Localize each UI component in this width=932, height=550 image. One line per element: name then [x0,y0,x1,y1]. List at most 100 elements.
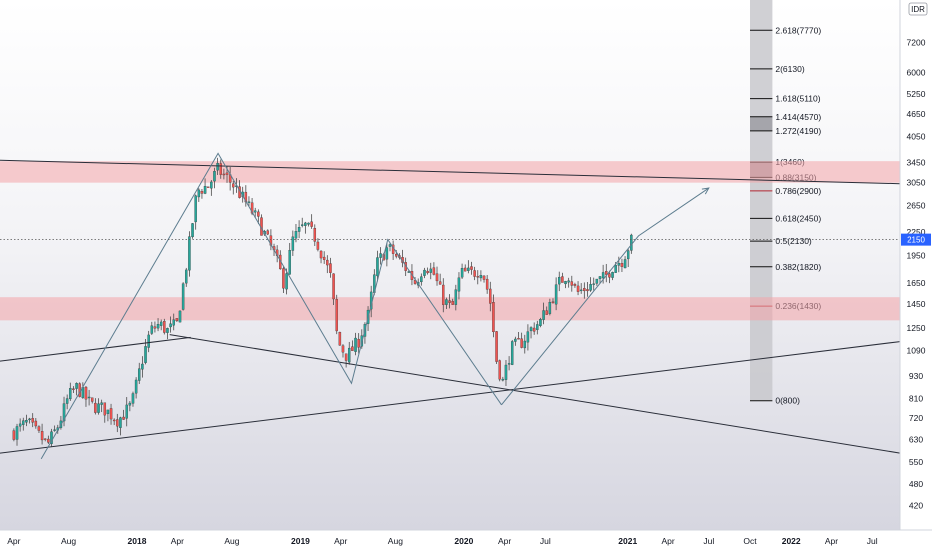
candle-body [470,266,473,270]
candle-body [438,281,442,285]
candle-body [379,253,382,258]
candle-body [257,211,260,217]
candle-body [69,388,72,400]
candle-body [210,181,213,189]
candle-body [72,388,75,390]
trendline[interactable] [0,159,901,185]
price-tick-label: 1950 [907,251,926,261]
candle-body [620,263,624,267]
fib-background[interactable] [750,0,773,401]
candle-body [97,403,100,413]
price-tick-label: 720 [909,413,923,423]
candle-body [62,403,66,422]
fib-level-label: 1.272(4190) [775,126,821,136]
trendline[interactable] [169,334,901,454]
fib-band-1414-1272 [750,116,773,131]
candle-body [495,331,498,362]
price-axis[interactable]: IDR 420 480 550 630 720 810 930 1090 1250 1450 1650… [899,0,932,550]
time-tick-label: 2020 [454,536,473,546]
last-price-tag[interactable] [901,233,931,246]
candle-body [338,332,342,346]
candle-body [542,310,545,320]
price-tick-label: 480 [909,479,923,489]
candle-body [150,325,154,334]
candle-body [467,267,470,271]
candle-body [583,288,586,292]
candle-body [22,420,25,425]
fib-level-label: 2(6130) [775,64,804,74]
candle-body [213,171,216,182]
candle-body [463,267,467,272]
trendline[interactable] [0,341,901,454]
candle-body [423,269,426,276]
candle-body [100,402,103,405]
candle-body [304,222,307,226]
candle-body [341,345,345,353]
time-tick-label: Aug [61,536,76,546]
candle-body [479,275,483,279]
candle-body [451,301,454,305]
candle-body [253,210,257,213]
candle-body [385,247,389,260]
candle-body [282,268,285,289]
candle-body [112,419,116,422]
time-tick-label: Jul [540,536,551,546]
fib-level-label: 0.618(2450) [775,213,821,223]
candle-body [159,321,163,326]
candle-body [532,327,536,332]
candle-body [188,236,191,271]
candle-body [570,281,574,286]
fib-level-label: 0.382(1820) [775,262,821,272]
candle-body [429,268,432,273]
candles [12,157,633,447]
price-tick-label: 1650 [907,278,926,288]
candle-body [586,289,589,292]
fib-level-label: 2.618(7770) [775,25,821,35]
candle-body [561,276,564,283]
price-tick-label: 3450 [907,158,926,168]
candle-body [288,250,291,275]
candle-body [307,222,310,225]
projection-arrow[interactable] [501,187,710,406]
candle-body [28,418,31,421]
candle-body [448,300,451,303]
candle-body [116,419,119,427]
candle-body [65,398,69,404]
time-axis[interactable]: Apr Aug 2018 Apr Aug 2019 Apr Aug 2020 Apr Jul 2021… [0,529,932,550]
price-tick-label: 550 [909,457,923,467]
candle-body [420,276,423,283]
price-tick-label: 1250 [907,323,926,333]
last-price-label: 2150 [907,236,925,245]
zigzag-pattern[interactable] [40,152,502,460]
trendline[interactable] [0,336,191,362]
candle-body [473,270,476,277]
candle-body [225,172,229,175]
currency-badge[interactable] [908,2,928,16]
drawings[interactable] [0,152,901,460]
time-tick-label: Oct [743,536,757,546]
candle-body [460,268,464,278]
price-tick-label: 930 [909,371,923,381]
candle-body [53,429,56,431]
candle-body [589,284,592,291]
candle-body [313,227,317,242]
candle-body [322,256,326,260]
price-tick-label: 2250 [907,227,926,237]
candle-body [138,368,141,381]
resistance-zone[interactable] [0,297,900,321]
candle-body [34,420,38,427]
candle-body [181,283,185,310]
time-tick-label: 2022 [782,536,801,546]
candle-body [539,319,542,326]
candle-body [200,191,204,194]
candle-body [297,227,301,232]
candle-body [40,431,44,441]
candle-body [106,409,110,414]
fib-level-label: 0(800) [775,396,800,406]
candle-body [144,346,147,363]
candle-body [601,272,605,279]
candle-body [310,221,313,227]
time-tick-label: 2018 [128,536,147,546]
